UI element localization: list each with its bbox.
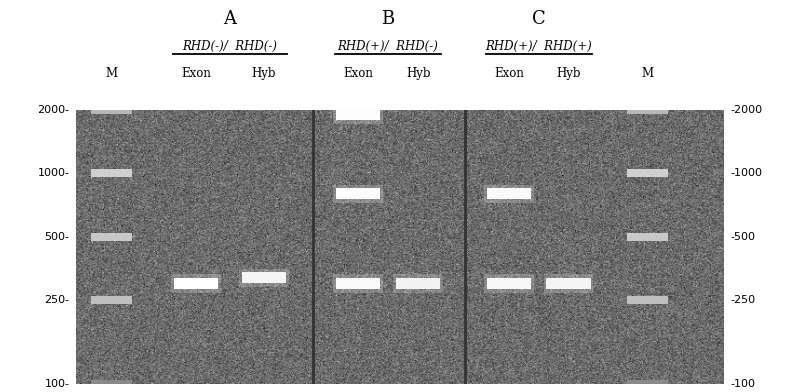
Bar <box>336 278 380 289</box>
Text: RHD(-)/  RHD(-): RHD(-)/ RHD(-) <box>182 40 278 53</box>
Text: 250-: 250- <box>45 295 70 305</box>
Text: -2000: -2000 <box>730 105 762 115</box>
Bar <box>91 380 132 388</box>
Text: B: B <box>382 10 394 28</box>
Text: Hyb: Hyb <box>406 67 430 80</box>
Bar <box>627 380 668 388</box>
Bar <box>627 169 668 177</box>
Text: RHD(+)/  RHD(+): RHD(+)/ RHD(+) <box>486 40 592 53</box>
Text: C: C <box>532 10 546 28</box>
Bar <box>333 105 382 123</box>
Bar <box>486 278 531 289</box>
Bar <box>396 278 440 289</box>
Bar <box>174 278 218 289</box>
Bar <box>394 274 443 292</box>
Text: 500-: 500- <box>45 232 70 242</box>
Text: Hyb: Hyb <box>556 67 581 80</box>
Text: Exon: Exon <box>181 67 211 80</box>
Text: Hyb: Hyb <box>252 67 276 80</box>
Text: -100: -100 <box>730 379 755 389</box>
Bar <box>484 185 534 203</box>
Text: 1000-: 1000- <box>38 168 70 178</box>
Text: Exon: Exon <box>494 67 524 80</box>
Bar <box>91 169 132 177</box>
Bar <box>336 109 380 120</box>
Bar <box>546 278 590 289</box>
Bar <box>486 188 531 200</box>
Bar <box>242 272 286 283</box>
Bar <box>91 296 132 304</box>
Text: -250: -250 <box>730 295 755 305</box>
Bar <box>239 269 289 287</box>
Text: RHD(+)/  RHD(-): RHD(+)/ RHD(-) <box>338 40 438 53</box>
Bar <box>544 274 594 292</box>
Bar <box>171 274 221 292</box>
Bar <box>627 106 668 114</box>
Bar <box>333 274 382 292</box>
Bar <box>484 274 534 292</box>
Text: 100-: 100- <box>45 379 70 389</box>
Text: 2000-: 2000- <box>38 105 70 115</box>
Text: Exon: Exon <box>343 67 373 80</box>
Text: -500: -500 <box>730 232 755 242</box>
Bar <box>91 106 132 114</box>
Bar <box>627 233 668 241</box>
Text: M: M <box>106 67 118 80</box>
Text: A: A <box>223 10 237 28</box>
Text: M: M <box>642 67 654 80</box>
Bar <box>91 233 132 241</box>
Text: -1000: -1000 <box>730 168 762 178</box>
Bar <box>333 185 382 203</box>
Bar <box>627 296 668 304</box>
Bar <box>336 188 380 200</box>
